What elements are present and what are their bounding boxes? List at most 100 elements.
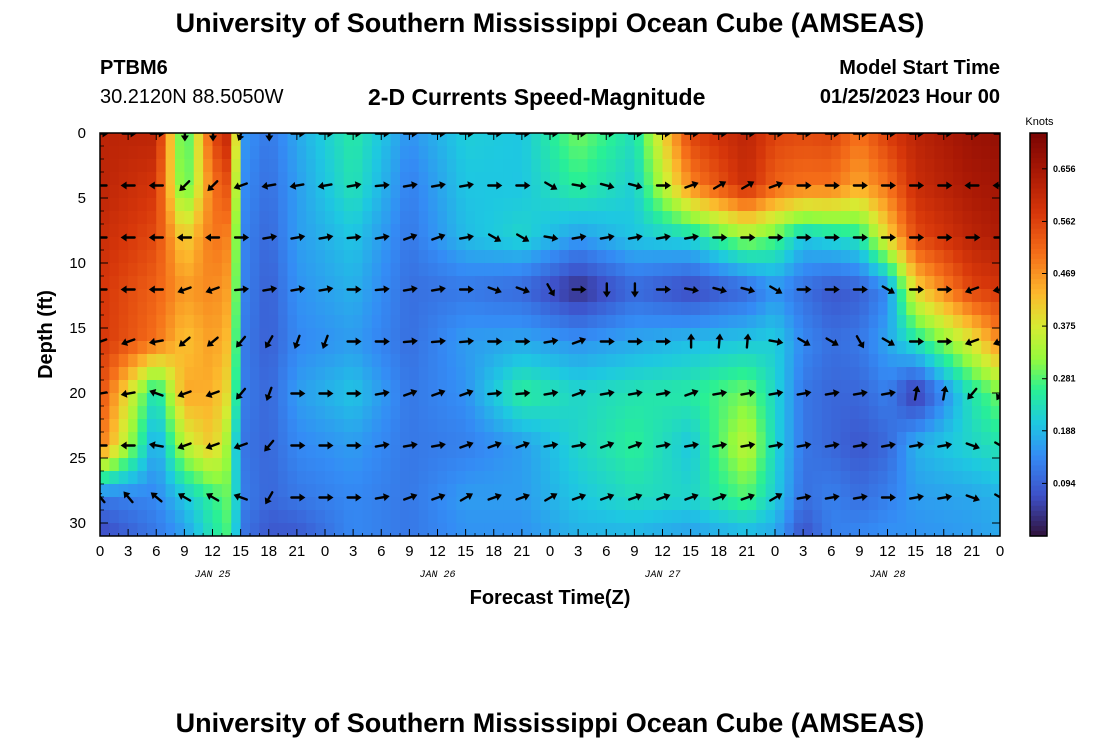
heat-cell [465,484,476,498]
heat-cell [737,510,748,524]
heat-cell [868,159,879,173]
heat-cell [325,172,335,186]
current-arrow [683,285,699,294]
heat-cell [990,484,1000,498]
current-arrow [655,233,671,242]
heat-cell [681,224,692,238]
heat-cell [296,302,307,316]
heat-cell [212,458,223,472]
heat-cell [362,406,373,420]
day-label: JAN 26 [419,570,455,581]
heat-cell [568,445,579,459]
heat-cell [850,302,860,316]
heat-cell [146,289,157,303]
heat-cell [625,224,635,238]
heat-cell [887,523,898,536]
colorbar-segment [1030,299,1047,305]
arrow-head [889,441,896,450]
heat-cell [278,380,289,394]
heat-cell [550,185,560,199]
heat-cell [756,406,767,420]
heat-cell [718,159,729,173]
arrow-head [964,338,972,346]
heat-cell [709,458,720,472]
heat-cell [615,198,626,212]
heat-cell [193,198,204,212]
heat-cell [390,484,401,498]
heat-cell [109,354,120,368]
heat-cell [737,198,748,212]
heat-cell [784,289,795,303]
colorbar-segment [1030,480,1047,487]
heat-cell [990,237,1000,251]
heat-cell [596,393,607,407]
heat-cell [681,341,692,355]
heat-cell [400,367,410,381]
heat-cell [418,237,429,251]
heat-cell [803,133,814,147]
heat-cell [850,445,860,459]
current-arrow [430,285,446,294]
heat-cell [503,276,514,290]
arrow-head [775,493,783,500]
arrow-head [411,337,418,346]
heat-cell [746,380,757,394]
heat-cell [221,354,232,368]
heat-cell [212,133,223,147]
heat-cell [512,445,523,459]
heat-cell [784,315,795,329]
heat-cell [325,224,335,238]
heat-cell [746,198,757,212]
heat-cell [100,328,110,342]
colorbar-segment [1030,410,1047,416]
heat-cell [765,510,776,524]
heat-cell [906,445,917,459]
heat-cell [484,250,495,264]
heat-cell [428,341,439,355]
heat-cell [306,328,317,342]
heat-cell [653,341,664,355]
heat-cell [971,185,982,199]
arrow-head [748,389,756,398]
arrow-head [636,233,643,242]
heat-cell [953,458,964,472]
arrow-head [383,285,390,294]
current-arrow [964,338,980,346]
heat-cell [193,432,204,446]
heat-cell [681,380,692,394]
heat-cell [793,471,804,485]
heat-cell [840,484,851,498]
arrow-head [749,233,756,242]
heat-cell [840,523,851,536]
heat-cell [259,393,270,407]
heat-cell [850,146,860,160]
heat-cell [653,471,664,485]
heat-cell [109,211,120,225]
heat-cell [371,354,382,368]
heat-cell [765,172,776,186]
heat-cell [400,523,410,536]
heat-cell [746,315,757,329]
heat-cell [456,484,467,498]
heat-cell [446,237,457,251]
heat-cell [315,497,326,511]
heat-cell [521,510,532,524]
heat-cell [690,237,701,251]
heat-cell [503,393,514,407]
heat-cell [821,510,832,524]
x-tick-label: 21 [514,543,531,560]
arrow-head [833,133,840,138]
heat-cell [540,354,551,368]
heat-cell [550,198,560,212]
heat-cell [184,289,195,303]
heat-cell [390,497,401,511]
heat-cell [118,146,129,160]
x-tick-label: 15 [457,543,474,560]
heat-cell [634,211,645,225]
heat-cell [887,419,898,433]
heat-cell [775,224,785,238]
heat-cell [559,211,570,225]
heat-cell [662,471,673,485]
heat-cell [325,198,335,212]
heat-cell [746,146,757,160]
